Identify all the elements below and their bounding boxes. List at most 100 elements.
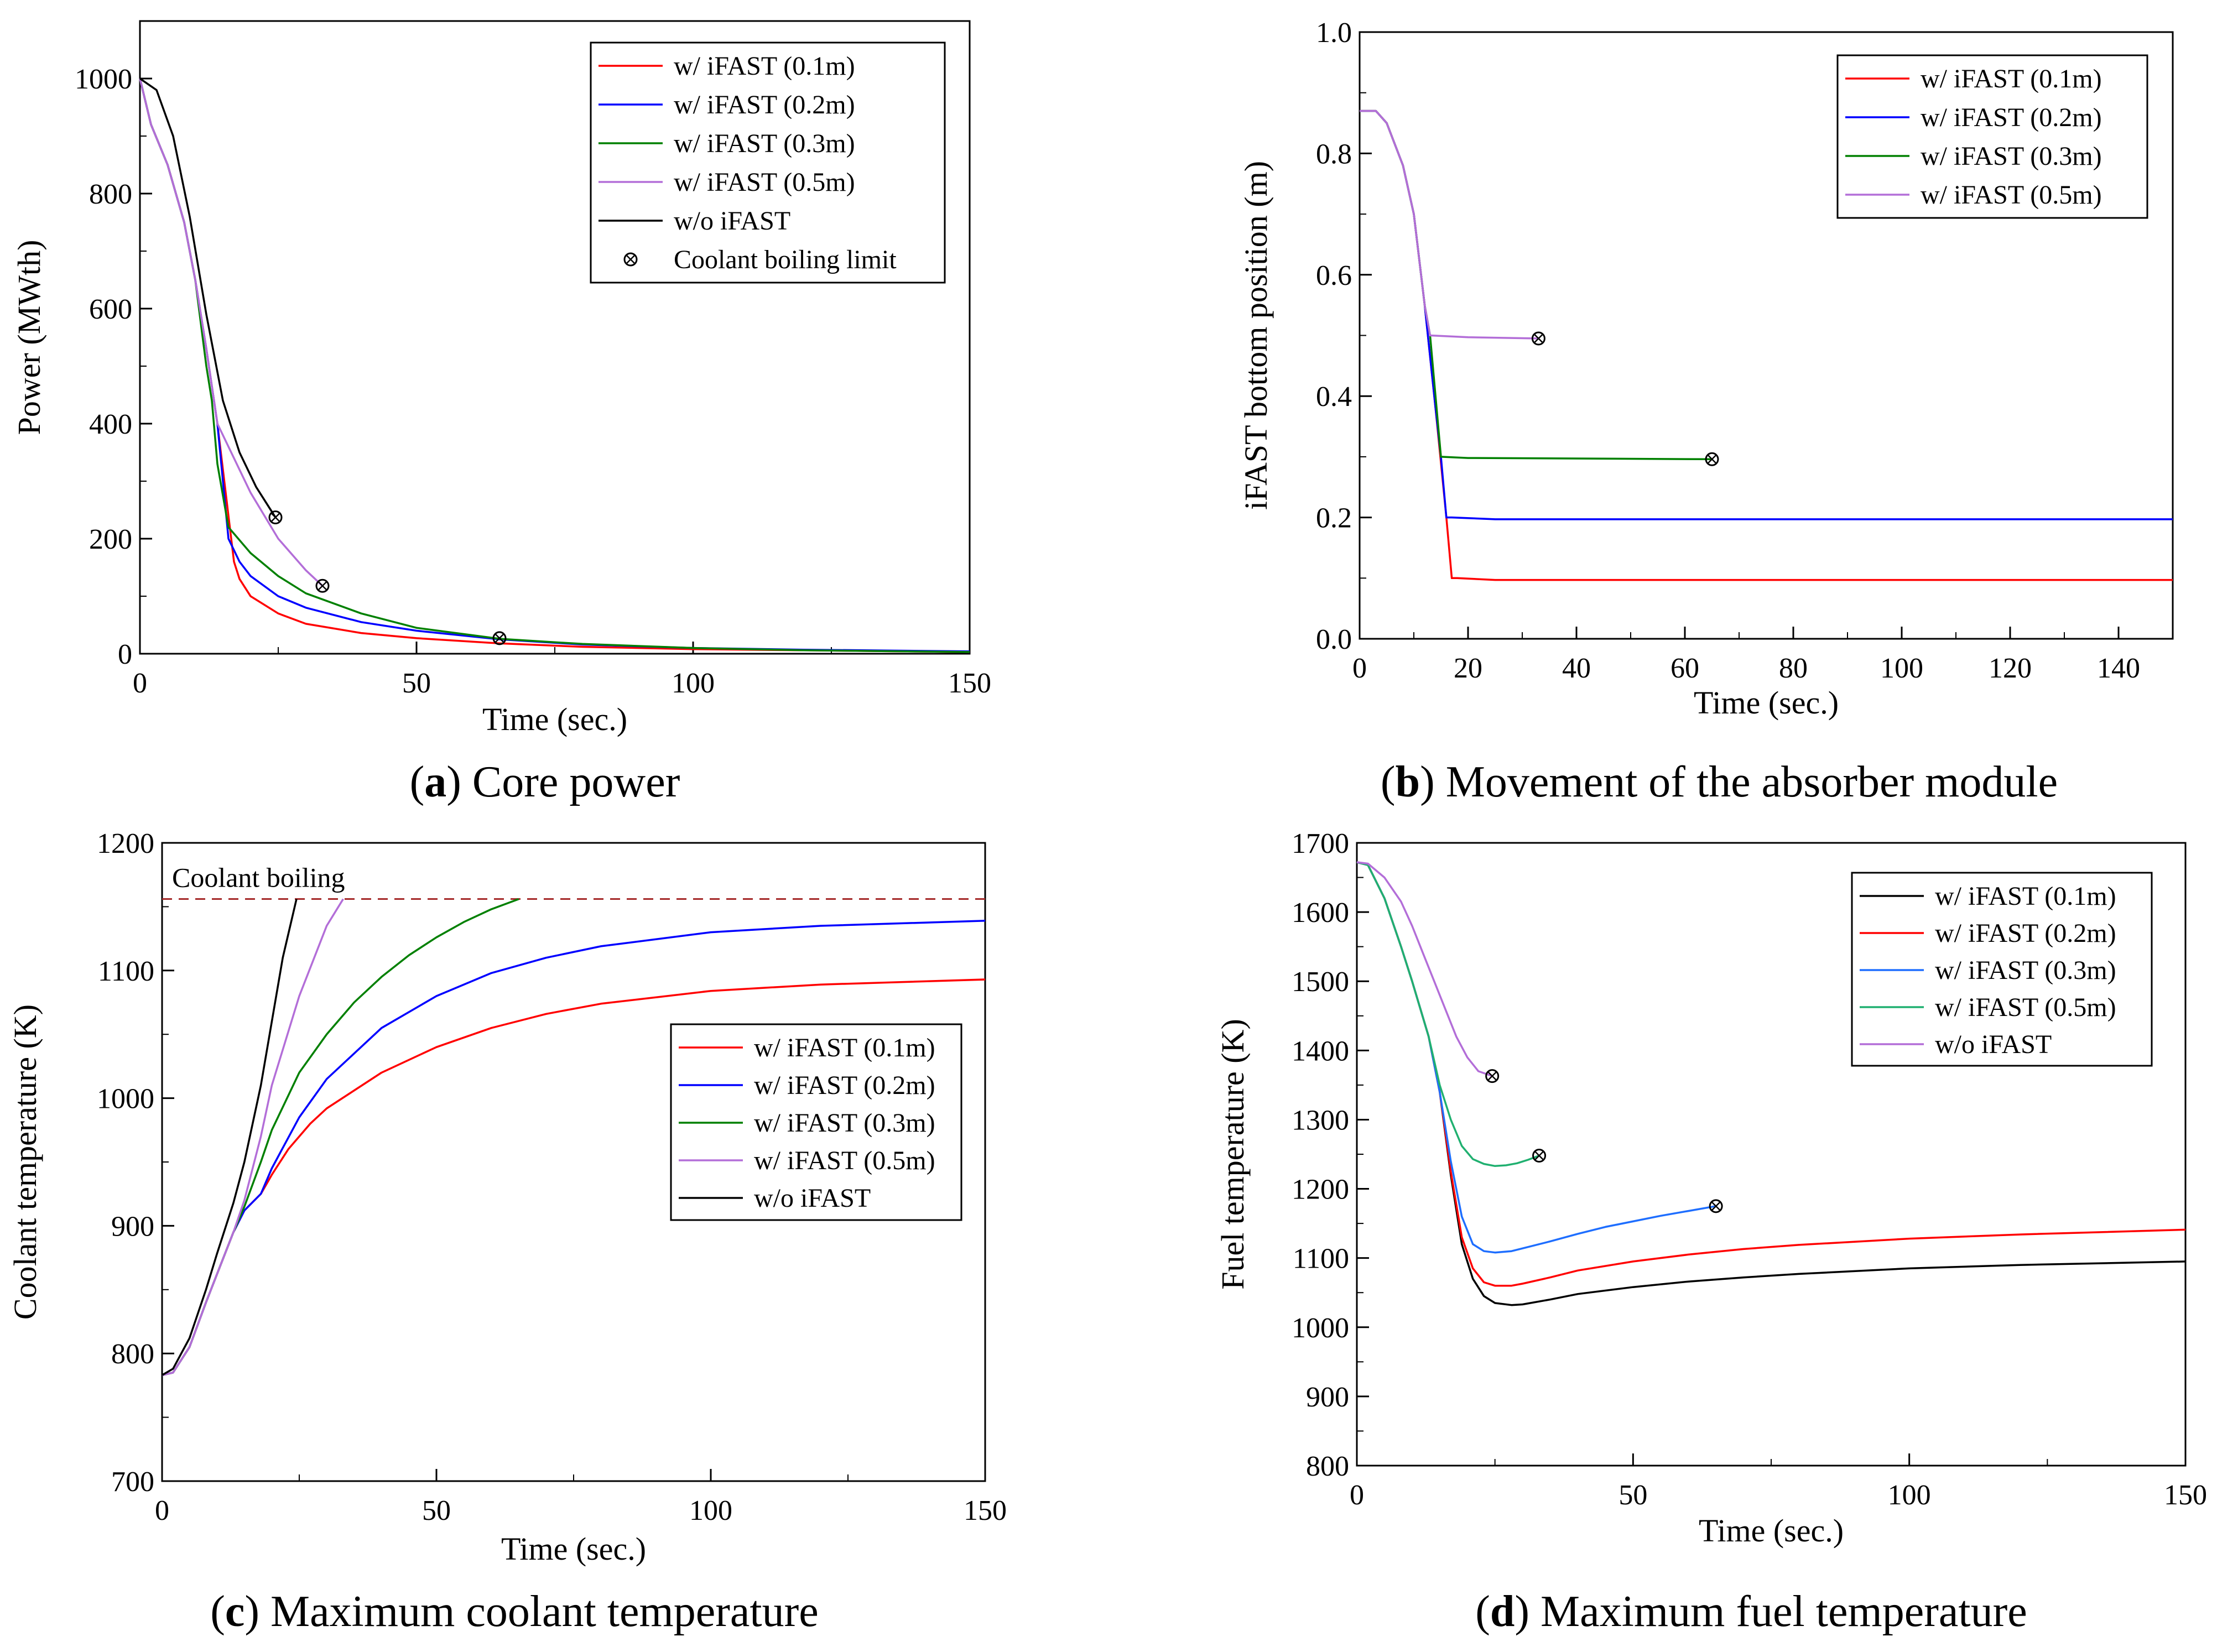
boiling-limit-marker xyxy=(268,510,283,525)
x-axis-label: Time (sec.) xyxy=(501,1531,646,1567)
series-line-4 xyxy=(1356,861,1540,1168)
legend: w/ iFAST (0.1m) w/ iFAST (0.2m) w/ iFAST (… xyxy=(670,1023,962,1221)
x-axis-label: Time (sec.) xyxy=(1694,685,1839,721)
x-tick-label: 0 xyxy=(155,1495,169,1526)
y-tick-label: 1100 xyxy=(98,956,154,987)
legend-label: w/ iFAST (0.1m) xyxy=(1935,882,2116,911)
x-tick-label: 150 xyxy=(964,1495,1007,1526)
x-tick-label: 100 xyxy=(672,668,715,699)
y-tick-label: 0.8 xyxy=(1316,138,1352,170)
legend-label: Coolant boiling limit xyxy=(674,245,897,274)
series-line-3 xyxy=(1360,110,1713,461)
x-tick-label: 150 xyxy=(948,668,991,699)
legend: w/ iFAST (0.1m) w/ iFAST (0.2m) w/ iFAST (… xyxy=(1836,54,2148,219)
x-tick-label: 80 xyxy=(1779,653,1808,684)
panel-caption: (c) Maximum coolant temperature xyxy=(210,1587,819,1636)
chart-panel-d: 0 50 100 150 800 900 1000 1100 1200 1300 1400 1500 1… xyxy=(1215,828,2207,1636)
legend-label: w/ iFAST (0.1m) xyxy=(1921,64,2102,93)
y-tick-label: 600 xyxy=(89,294,132,325)
legend-label: w/ iFAST (0.2m) xyxy=(754,1071,935,1100)
y-tick-label: 1200 xyxy=(1292,1174,1349,1206)
y-tick-label: 0.2 xyxy=(1316,503,1352,534)
y-tick-label: 1500 xyxy=(1292,966,1349,998)
boiling-limit-marker xyxy=(492,631,507,645)
series-line-5 xyxy=(1356,861,1493,1077)
x-tick-label: 120 xyxy=(1989,653,2032,684)
y-tick-label: 200 xyxy=(89,524,132,555)
y-tick-label: 0.6 xyxy=(1316,260,1352,291)
y-tick-label: 1400 xyxy=(1292,1035,1349,1067)
series-line-5 xyxy=(139,77,277,518)
x-tick-label: 40 xyxy=(1562,653,1591,684)
legend-label: w/ iFAST (0.5m) xyxy=(674,168,855,197)
y-tick-label: 0.4 xyxy=(1316,381,1352,413)
legend-label: w/o iFAST xyxy=(754,1184,871,1213)
y-tick-label: 0 xyxy=(118,639,132,670)
x-tick-label: 50 xyxy=(422,1495,451,1526)
y-tick-label: 1700 xyxy=(1292,828,1349,859)
chart-panel-b: 0 20 40 60 80 100 120 140 0.0 0.2 0.4 0.6 0.8 1.0 Time… xyxy=(1238,17,2174,806)
x-tick-label: 60 xyxy=(1670,653,1699,684)
legend: w/ iFAST (0.1m) w/ iFAST (0.2m) w/ iFAST (… xyxy=(1851,872,2153,1067)
series-line-4 xyxy=(139,78,324,587)
x-tick-label: 100 xyxy=(1880,653,1923,684)
y-tick-label: 800 xyxy=(89,179,132,210)
panel-caption: (a) Core power xyxy=(410,758,680,806)
x-tick-label: 20 xyxy=(1454,653,1482,684)
x-axis-label: Time (sec.) xyxy=(482,701,627,737)
legend-label: w/ iFAST (0.3m) xyxy=(754,1108,935,1138)
legend-box xyxy=(1836,54,2148,219)
legend-label: w/ iFAST (0.2m) xyxy=(1935,919,2116,948)
y-tick-label: 800 xyxy=(1306,1451,1349,1482)
series-line-4 xyxy=(1360,110,1539,340)
x-tick-label: 140 xyxy=(2097,653,2140,684)
legend-label: w/ iFAST (0.2m) xyxy=(1921,103,2102,132)
y-axis-label: Coolant temperature (K) xyxy=(7,1004,43,1320)
legend-label: w/ iFAST (0.1m) xyxy=(754,1033,935,1062)
y-tick-label: 1300 xyxy=(1292,1104,1349,1136)
boiling-limit-marker xyxy=(1705,452,1719,466)
legend-label: w/ iFAST (0.5m) xyxy=(1921,180,2102,210)
y-tick-label: 800 xyxy=(111,1338,154,1370)
x-tick-label: 0 xyxy=(1350,1479,1364,1511)
legend-label: w/ iFAST (0.3m) xyxy=(674,129,855,158)
x-tick-label: 100 xyxy=(1888,1479,1931,1511)
series-line-4 xyxy=(162,898,344,1377)
y-tick-label: 700 xyxy=(111,1466,154,1498)
x-tick-label: 0 xyxy=(1352,653,1367,684)
y-tick-label: 900 xyxy=(1306,1382,1349,1413)
legend-label: w/ iFAST (0.5m) xyxy=(1935,993,2116,1022)
boiling-limit-marker xyxy=(1709,1199,1723,1213)
legend-label: w/o iFAST xyxy=(674,206,790,236)
legend-label: w/o iFAST xyxy=(1935,1030,2052,1059)
y-axis-label: iFAST bottom position (m) xyxy=(1238,161,1274,510)
legend-label: w/ iFAST (0.3m) xyxy=(1935,956,2116,985)
series-line-3 xyxy=(162,898,519,1377)
x-tick-label: 50 xyxy=(402,668,431,699)
panel-caption: (b) Movement of the absorber module xyxy=(1381,758,2058,806)
boiling-limit-marker xyxy=(315,579,330,593)
legend: w/ iFAST (0.1m) w/ iFAST (0.2m) w/ iFAST (… xyxy=(590,41,946,284)
y-axis-label: Power (MWth) xyxy=(11,240,47,435)
x-tick-label: 100 xyxy=(689,1495,732,1526)
x-tick-label: 0 xyxy=(133,668,147,699)
x-tick-label: 50 xyxy=(1618,1479,1647,1511)
y-tick-label: 1000 xyxy=(97,1083,154,1115)
y-tick-label: 400 xyxy=(89,409,132,440)
x-tick-label: 150 xyxy=(2164,1479,2207,1511)
legend-label: w/ iFAST (0.3m) xyxy=(1921,142,2102,171)
chart-panel-c: 0 50 100 150 700 800 900 1000 1100 1200 Time (sec.… xyxy=(7,828,1007,1636)
boiling-limit-marker xyxy=(1532,1149,1547,1163)
legend-label: w/ iFAST (0.5m) xyxy=(754,1146,935,1175)
coolant-boiling-label: Coolant boiling xyxy=(172,862,345,893)
y-axis-label: Fuel temperature (K) xyxy=(1215,1019,1251,1290)
x-axis-label: Time (sec.) xyxy=(1699,1513,1844,1549)
y-tick-label: 1200 xyxy=(97,828,154,859)
legend-label: w/ iFAST (0.1m) xyxy=(674,51,855,81)
chart-panel-a: 0 50 100 150 0 200 400 600 800 1000 Time (sec.) Pow… xyxy=(11,20,991,806)
legend-marker xyxy=(623,252,638,267)
boiling-limit-marker xyxy=(1531,331,1545,346)
y-tick-label: 1.0 xyxy=(1316,17,1352,49)
y-tick-label: 1100 xyxy=(1293,1243,1349,1275)
